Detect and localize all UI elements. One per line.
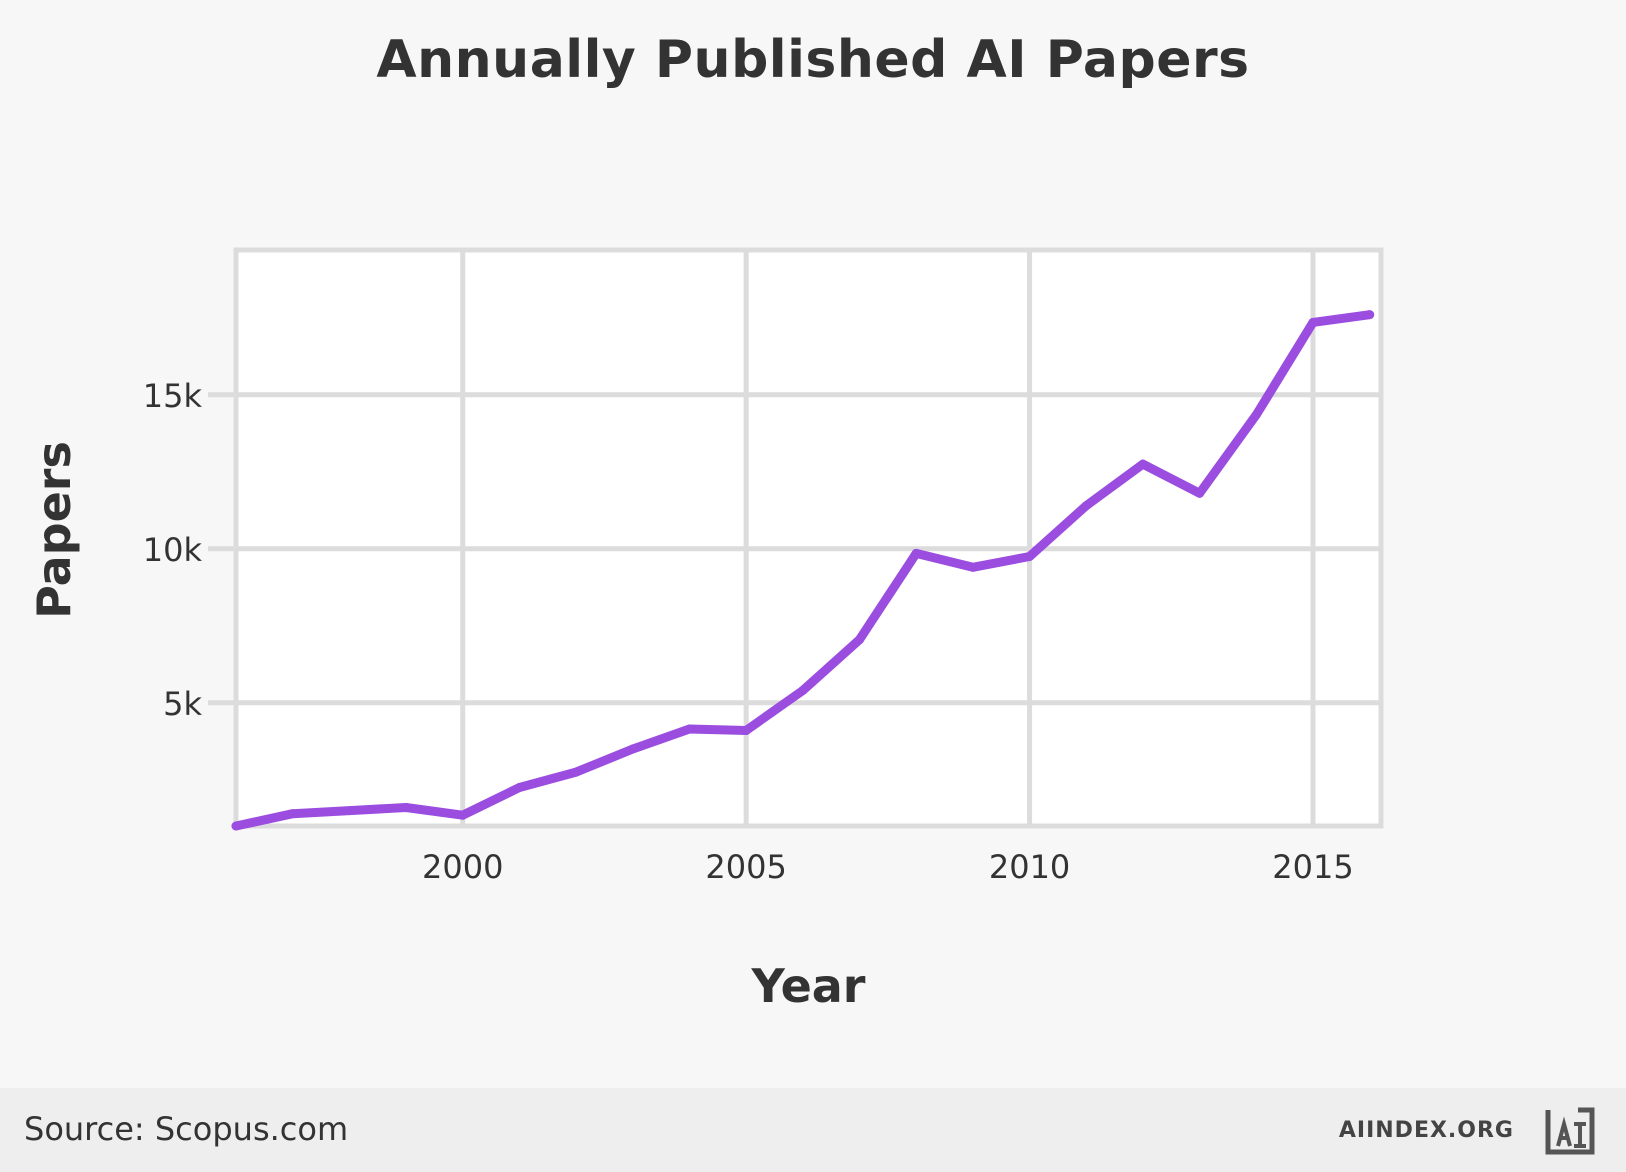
x-axis-ticks: 2000 2005 2010 2015 [422,848,1354,886]
x-axis-label: Year [750,959,865,1013]
data-point [855,635,865,645]
data-point [741,726,751,736]
data-point [684,724,694,734]
site-link[interactable]: AIINDEX.ORG [1338,1118,1514,1143]
data-point [1025,551,1035,561]
data-point [1138,459,1148,469]
y-tick-label: 10k [143,531,203,569]
plot-area [236,250,1381,826]
data-point [288,809,298,819]
series-layer [231,310,1375,831]
y-axis-label: Papers [27,441,81,619]
x-tick-label: 2000 [422,848,503,886]
data-point [628,744,638,754]
data-point [911,548,921,558]
y-tick-label: 15k [143,377,203,415]
data-point [571,767,581,777]
data-point [1308,317,1318,327]
data-point [1081,501,1091,511]
line-chart: 2000 2005 2010 2015 5k 10k 15k Year Papers [27,247,1384,1013]
footer: Source: Scopus.com AIINDEX.ORG [0,1088,1626,1172]
horizontal-gridlines [208,392,1381,706]
x-tick-label: 2005 [705,848,786,886]
data-point [1365,310,1375,320]
data-point [514,782,524,792]
data-point [231,821,241,831]
vertical-gridlines [460,250,1316,826]
source-credit: Source: Scopus.com [24,1110,349,1148]
data-point [458,810,468,820]
plot-border [233,247,1384,829]
x-tick-label: 2010 [989,848,1070,886]
data-point [344,806,354,816]
data-point [1251,410,1261,420]
data-point [798,685,808,695]
data-point [1195,488,1205,498]
data-point [401,803,411,813]
ai-index-logo-icon [1545,1107,1595,1155]
y-axis-ticks: 5k 10k 15k [143,377,203,723]
data-point [968,562,978,572]
y-tick-label: 5k [163,685,202,723]
x-tick-label: 2015 [1272,848,1353,886]
chart-title: Annually Published AI Papers [376,30,1250,90]
